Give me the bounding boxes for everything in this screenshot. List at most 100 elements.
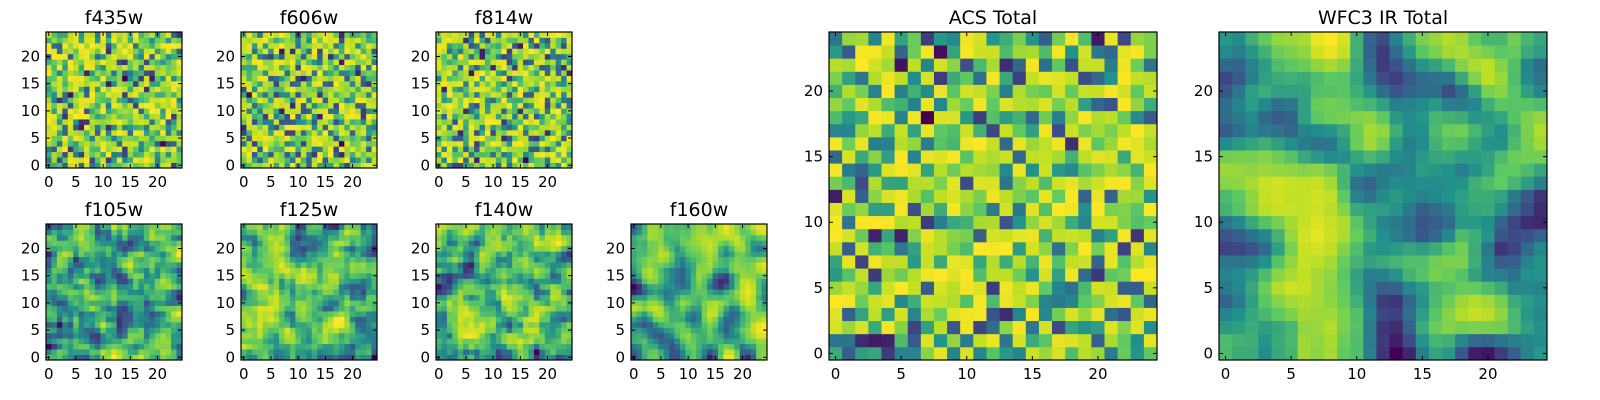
heatmap-cell [669,256,675,263]
heatmap-cell [149,113,156,120]
heatmap-cell [284,332,291,339]
heatmap-cell [512,157,518,163]
heatmap-cell [149,32,156,38]
heatmap-cell [463,283,470,290]
heatmap-cell [300,80,307,87]
heatmap-cell [894,255,909,269]
heatmap-cell [78,234,85,241]
heatmap-cell [441,343,448,350]
heatmap-cell [165,343,172,350]
heatmap-cell [138,234,145,241]
heatmap-cell [658,316,665,323]
heatmap-cell [111,245,118,252]
heatmap-cell [100,146,107,153]
heatmap-cell [251,251,258,258]
heatmap-cell [631,294,637,301]
heatmap-cell [366,283,372,290]
heatmap-cell [100,70,107,76]
heatmap-cell [338,332,345,339]
heatmap-cell [149,256,156,263]
heatmap-cell [322,146,329,153]
heatmap-cell [528,224,535,230]
heatmap-cell [284,119,291,125]
heatmap-cell [138,229,145,236]
heatmap-cell [289,124,296,131]
heatmap-cell [111,37,118,44]
panel-title: f814w [475,7,534,29]
heatmap-cell [138,32,145,38]
heatmap-cell [829,150,843,164]
heatmap-cell [474,80,480,87]
heatmap-cell [306,245,313,252]
heatmap-cell [143,332,150,339]
heatmap-cell [94,53,101,60]
heatmap-cell [127,283,134,290]
heatmap-cell [349,311,356,317]
heatmap-cell [322,64,329,71]
heatmap-cell [501,321,508,328]
heatmap-cell [479,262,486,268]
heatmap-cell [756,321,762,328]
heatmap-cell [457,294,464,301]
heatmap-cell [1065,241,1079,256]
heatmap-cell [149,278,156,285]
heatmap-cell [745,316,752,323]
heatmap-cell [333,97,340,104]
heatmap-cell [251,108,258,114]
heatmap-cell [241,251,247,258]
heatmap-cell [355,349,362,355]
heatmap-cell [122,157,128,163]
heatmap-cell [176,86,183,93]
heatmap-cell [539,343,546,350]
heatmap-cell [251,75,258,82]
heatmap-cell [246,234,253,241]
heatmap-cell [94,251,101,258]
heatmap-cell [750,354,757,361]
heatmap-cell [674,229,681,236]
heatmap-cell [94,86,101,93]
heatmap-cell [696,234,703,241]
heatmap-cell [468,48,475,55]
heatmap-cell [94,140,101,147]
heatmap-cell [441,32,448,38]
heatmap-cell [1091,307,1105,322]
heatmap-cell [78,32,85,38]
heatmap-cell [512,354,518,361]
heatmap-cell [333,119,340,125]
heatmap-cell [257,251,264,258]
heatmap-cell [707,354,713,361]
heatmap-cell [1078,320,1092,335]
heatmap-cell [300,140,307,147]
heatmap-cell [539,140,546,147]
heatmap-cell [300,64,307,71]
heatmap-cell [855,163,869,177]
heatmap-cell [999,346,1014,361]
heatmap-cell [484,262,491,268]
heatmap-cell [696,305,703,312]
heatmap-cell [279,245,285,252]
heatmap-cell [176,59,183,66]
heatmap-cell [490,151,497,158]
heatmap-cell [84,332,90,339]
heatmap-cell [154,245,161,252]
heatmap-cell [116,59,123,66]
heatmap-cell [149,37,156,44]
heatmap-cell [436,91,442,98]
heatmap-cell [100,157,107,163]
heatmap-cell [517,157,524,163]
heatmap-cell [311,59,318,66]
heatmap-cell [739,349,746,355]
heatmap-cell [360,129,367,136]
heatmap-cell [463,102,470,109]
heatmap-cell [533,234,540,241]
heatmap-cell [160,321,167,328]
heatmap-cell [528,80,535,87]
heatmap-cell [171,338,177,345]
heatmap-cell [154,278,161,285]
heatmap-cell [723,332,730,339]
heatmap-cell [149,349,156,355]
heatmap-cell [89,135,96,142]
heatmap-cell [484,251,491,258]
heatmap-cell [501,91,508,98]
heatmap-cell [446,124,453,131]
